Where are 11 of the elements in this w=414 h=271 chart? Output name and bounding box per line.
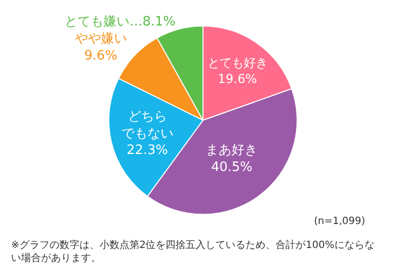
slice-label: とても好き bbox=[207, 56, 268, 70]
data-label: 19.6% bbox=[218, 72, 258, 86]
slice-label: とても嫌い…8.1% bbox=[64, 14, 176, 30]
slice-label: まあ好き bbox=[206, 142, 258, 158]
data-label: 9.6% bbox=[84, 48, 118, 64]
text: (n=1,099) bbox=[314, 216, 366, 227]
slice-label: どちらでもない bbox=[121, 109, 174, 142]
slice-label: やや嫌い bbox=[74, 32, 127, 47]
data-label: 40.5% bbox=[211, 160, 252, 175]
text: ※グラフの数字は、小数点第2位を四捨五入しているため、合計が100%にならない場合があります。 bbox=[11, 239, 374, 264]
data-label: 22.3% bbox=[126, 143, 168, 158]
